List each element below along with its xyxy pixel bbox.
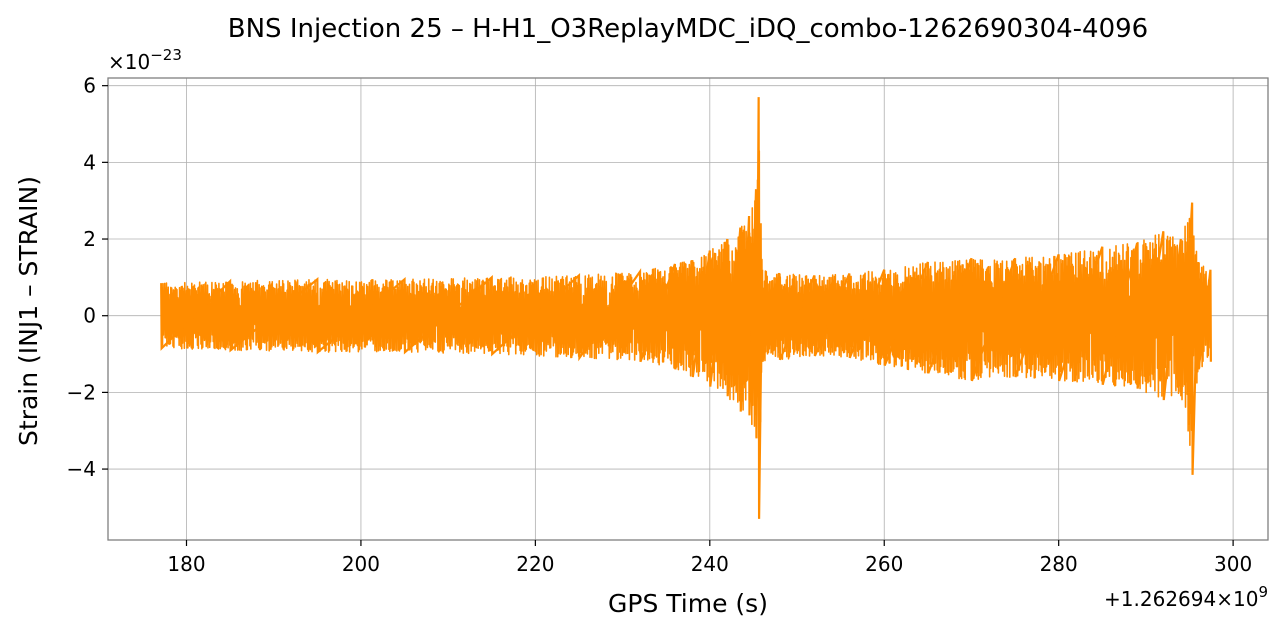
y-tick-label: −2 xyxy=(67,380,96,404)
y-axis-scale-factor: ×10−23 xyxy=(108,46,182,74)
y-scale-base: ×10 xyxy=(108,50,150,74)
x-tick-label: 200 xyxy=(342,552,380,576)
x-tick-label: 240 xyxy=(691,552,729,576)
x-tick-label: 280 xyxy=(1040,552,1078,576)
x-axis-offset: +1.262694×109 xyxy=(1104,583,1268,611)
y-tick-label: 6 xyxy=(83,74,96,98)
chart-title: BNS Injection 25 – H-H1_O3ReplayMDC_iDQ_… xyxy=(228,14,1148,44)
x-tick-label: 300 xyxy=(1214,552,1252,576)
y-axis-title: Strain (INJ1 – STRAIN) xyxy=(14,176,43,446)
x-tick-label: 260 xyxy=(865,552,903,576)
x-tick-label: 180 xyxy=(167,552,205,576)
strain-series-peaks xyxy=(160,97,1212,519)
plot-area xyxy=(160,97,1212,519)
y-tick-label: 4 xyxy=(83,150,96,174)
y-tick-label: 2 xyxy=(83,227,96,251)
strain-series-line xyxy=(160,150,1212,455)
y-tick-label: 0 xyxy=(83,304,96,328)
x-offset-base: +1.262694×10 xyxy=(1104,587,1258,611)
axis-ticks: 180 200 220 240 260 280 300 −4 −2 0 2 4 6 xyxy=(67,74,1253,576)
x-tick-label: 220 xyxy=(516,552,554,576)
x-offset-exponent: 9 xyxy=(1258,583,1268,601)
y-scale-exponent: −23 xyxy=(150,46,182,64)
x-axis-title: GPS Time (s) xyxy=(608,589,768,618)
plot-frame xyxy=(107,77,1269,541)
y-tick-label: −4 xyxy=(67,457,96,481)
